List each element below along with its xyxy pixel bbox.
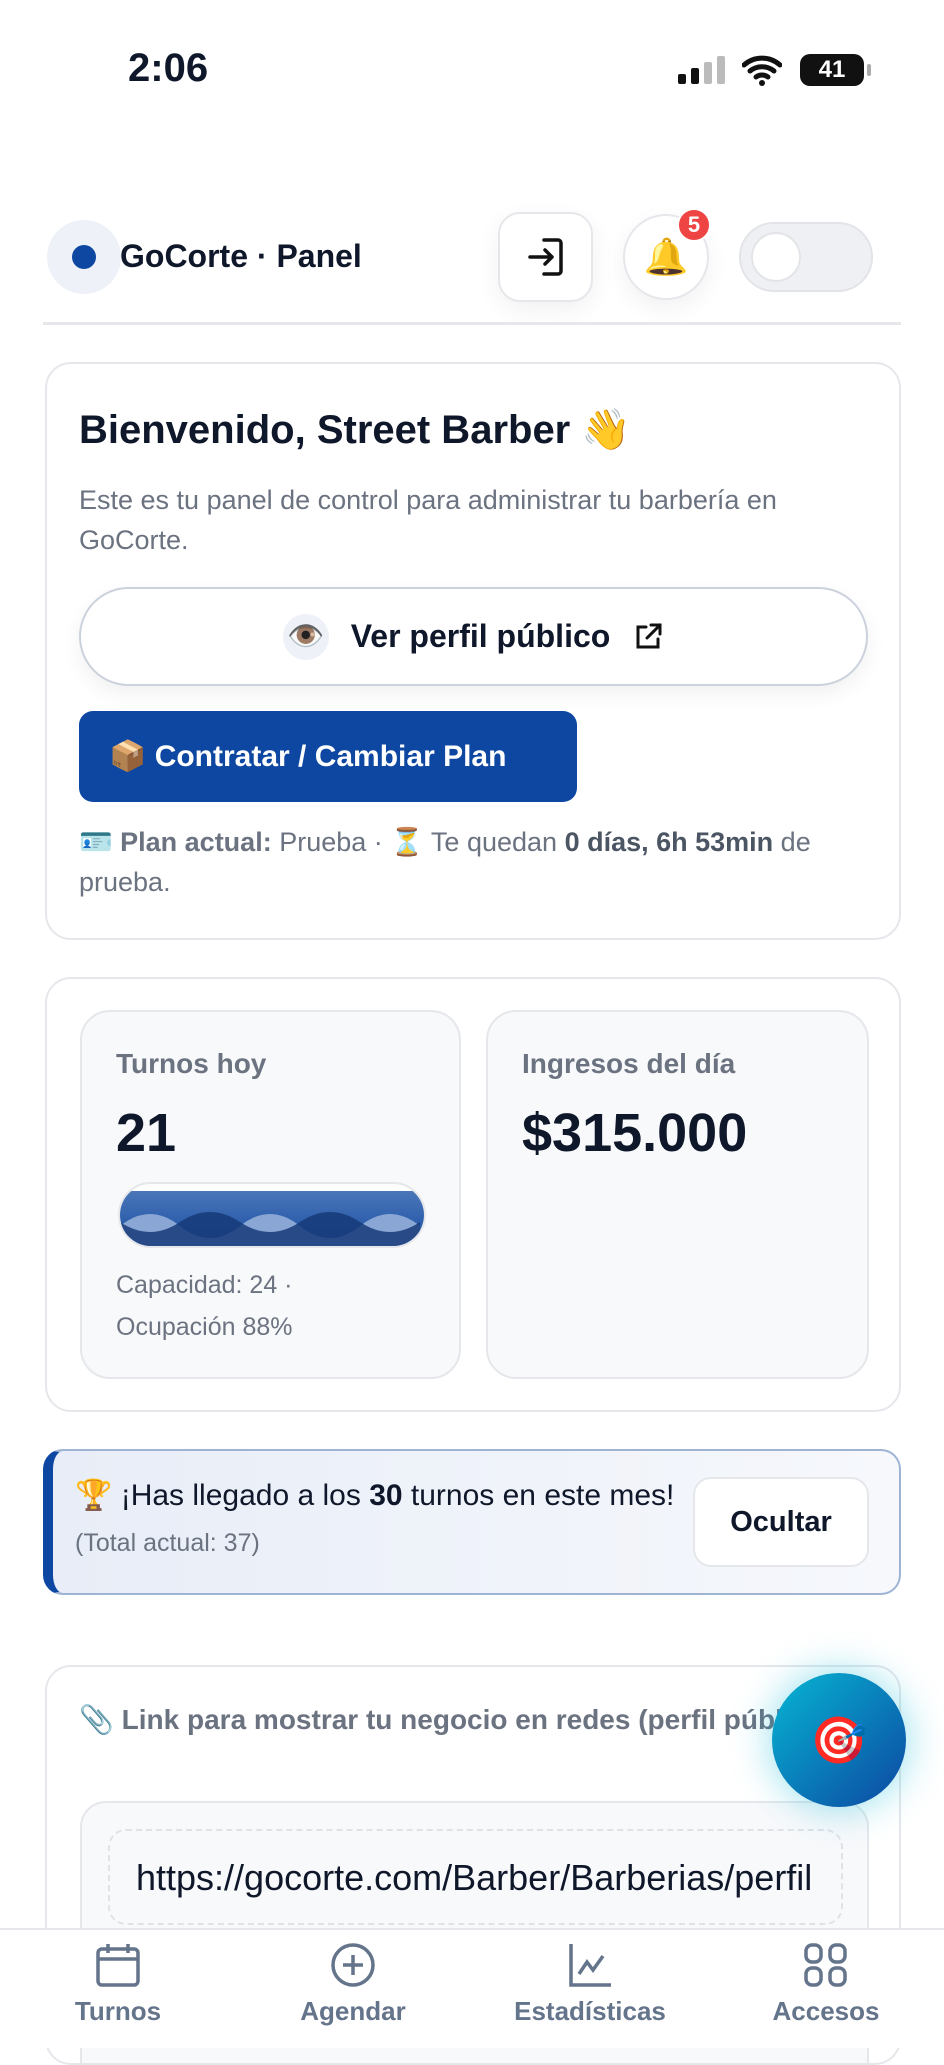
public-profile-button[interactable]: 👁️ Ver perfil público [79, 587, 868, 686]
trophy-icon: 🏆 [75, 1479, 113, 1512]
milestone-prefix: ¡Has llegado a los [120, 1479, 361, 1512]
logo [47, 220, 121, 294]
toggle-knob [751, 232, 801, 282]
header-divider [43, 322, 901, 325]
grid-icon [804, 1943, 847, 1987]
income-value: $315.000 [522, 1103, 748, 1163]
external-link-icon [636, 623, 662, 648]
milestone-total: (Total actual: 37) [75, 1529, 260, 1557]
share-link-title: 📎 Link para mostrar tu negocio en redes … [79, 1697, 859, 1743]
calendar-icon [96, 1944, 140, 1987]
eye-icon: 👁️ [282, 613, 329, 660]
hide-button[interactable]: Ocultar [693, 1477, 869, 1567]
goals-fab[interactable]: 🎯 [772, 1673, 906, 1807]
welcome-title: Bienvenido, Street Barber 👋 [79, 408, 632, 452]
nav-label: Accesos [772, 1996, 880, 2026]
milestone-banner: 🏆 ¡Has llegado a los 30 turnos en este m… [43, 1449, 901, 1595]
share-link-title-text: Link para mostrar tu negocio en redes (p… [121, 1704, 833, 1735]
wifi-icon [742, 55, 782, 86]
remaining-value: 0 días, 6h 53min [564, 827, 774, 857]
change-plan-button[interactable]: 📦 Contratar / Cambiar Plan [79, 711, 577, 802]
theme-toggle[interactable] [739, 222, 873, 292]
plan-status: 🪪 Plan actual: Prueba · ⏳ Te quedan 0 dí… [79, 822, 869, 902]
milestone-suffix: turnos en este mes! [410, 1479, 675, 1512]
nav-estadisticas[interactable]: Estadísticas [490, 1942, 690, 2027]
battery-icon: 41 [800, 54, 871, 86]
plan-label: Plan actual: [120, 827, 272, 857]
capacity-text: Capacidad: 24 · Ocupación 88% [116, 1264, 293, 1348]
welcome-description: Este es tu panel de control para adminis… [79, 485, 777, 555]
occupancy-fill [120, 1191, 424, 1246]
public-profile-label: Ver perfil público [350, 618, 611, 654]
nav-agendar[interactable]: Agendar [253, 1942, 453, 2027]
occupancy-bar [118, 1182, 426, 1248]
nav-label: Turnos [74, 1996, 162, 2026]
brand-title: GoCorte · Panel [120, 238, 362, 274]
milestone-text: 🏆 ¡Has llegado a los 30 turnos en este m… [75, 1473, 695, 1566]
appointments-value: 21 [116, 1103, 177, 1163]
income-stat: Ingresos del día $315.000 [486, 1010, 869, 1379]
chart-icon [569, 1944, 611, 1987]
bell-icon: 🔔 [643, 236, 689, 277]
notification-badge: 5 [677, 208, 711, 242]
login-button[interactable] [498, 212, 593, 302]
login-icon [527, 238, 563, 276]
signal-icon [678, 56, 725, 84]
nav-label: Agendar [300, 1996, 406, 2026]
nav-turnos[interactable]: Turnos [18, 1942, 218, 2027]
stats-card: Turnos hoy 21 Capacidad: 24 · Ocupación 8… [45, 977, 901, 1412]
target-icon: 🎯 [810, 1713, 868, 1766]
hourglass-icon: ⏳ [390, 827, 424, 857]
occupancy-line: Ocupación 88% [116, 1313, 293, 1341]
income-label: Ingresos del día [522, 1048, 736, 1079]
wave-decoration [120, 1212, 420, 1246]
share-link-url[interactable]: https://gocorte.com/Barber/Barberias/per… [108, 1829, 843, 1925]
appointments-label: Turnos hoy [116, 1048, 267, 1079]
milestone-count: 30 [369, 1479, 403, 1512]
appointments-stat: Turnos hoy 21 Capacidad: 24 · Ocupación 8… [80, 1010, 461, 1379]
status-time: 2:06 [128, 46, 209, 90]
nav-accesos[interactable]: Accesos [726, 1942, 926, 2027]
plus-circle-icon [331, 1943, 375, 1987]
remaining-prefix: Te quedan [430, 827, 558, 857]
plan-value: Prueba · [279, 827, 383, 857]
bottom-nav: Turnos Agendar Estadísticas Accesos [0, 1928, 944, 2048]
paperclip-icon: 📎 [79, 1704, 114, 1735]
welcome-card: Bienvenido, Street Barber 👋 Este es tu p… [45, 362, 901, 940]
nav-label: Estadísticas [514, 1996, 666, 2026]
remaining-suffix: de prueba. [79, 827, 811, 897]
id-card-icon: 🪪 [79, 827, 113, 857]
capacity-line: Capacidad: 24 · [116, 1271, 293, 1299]
